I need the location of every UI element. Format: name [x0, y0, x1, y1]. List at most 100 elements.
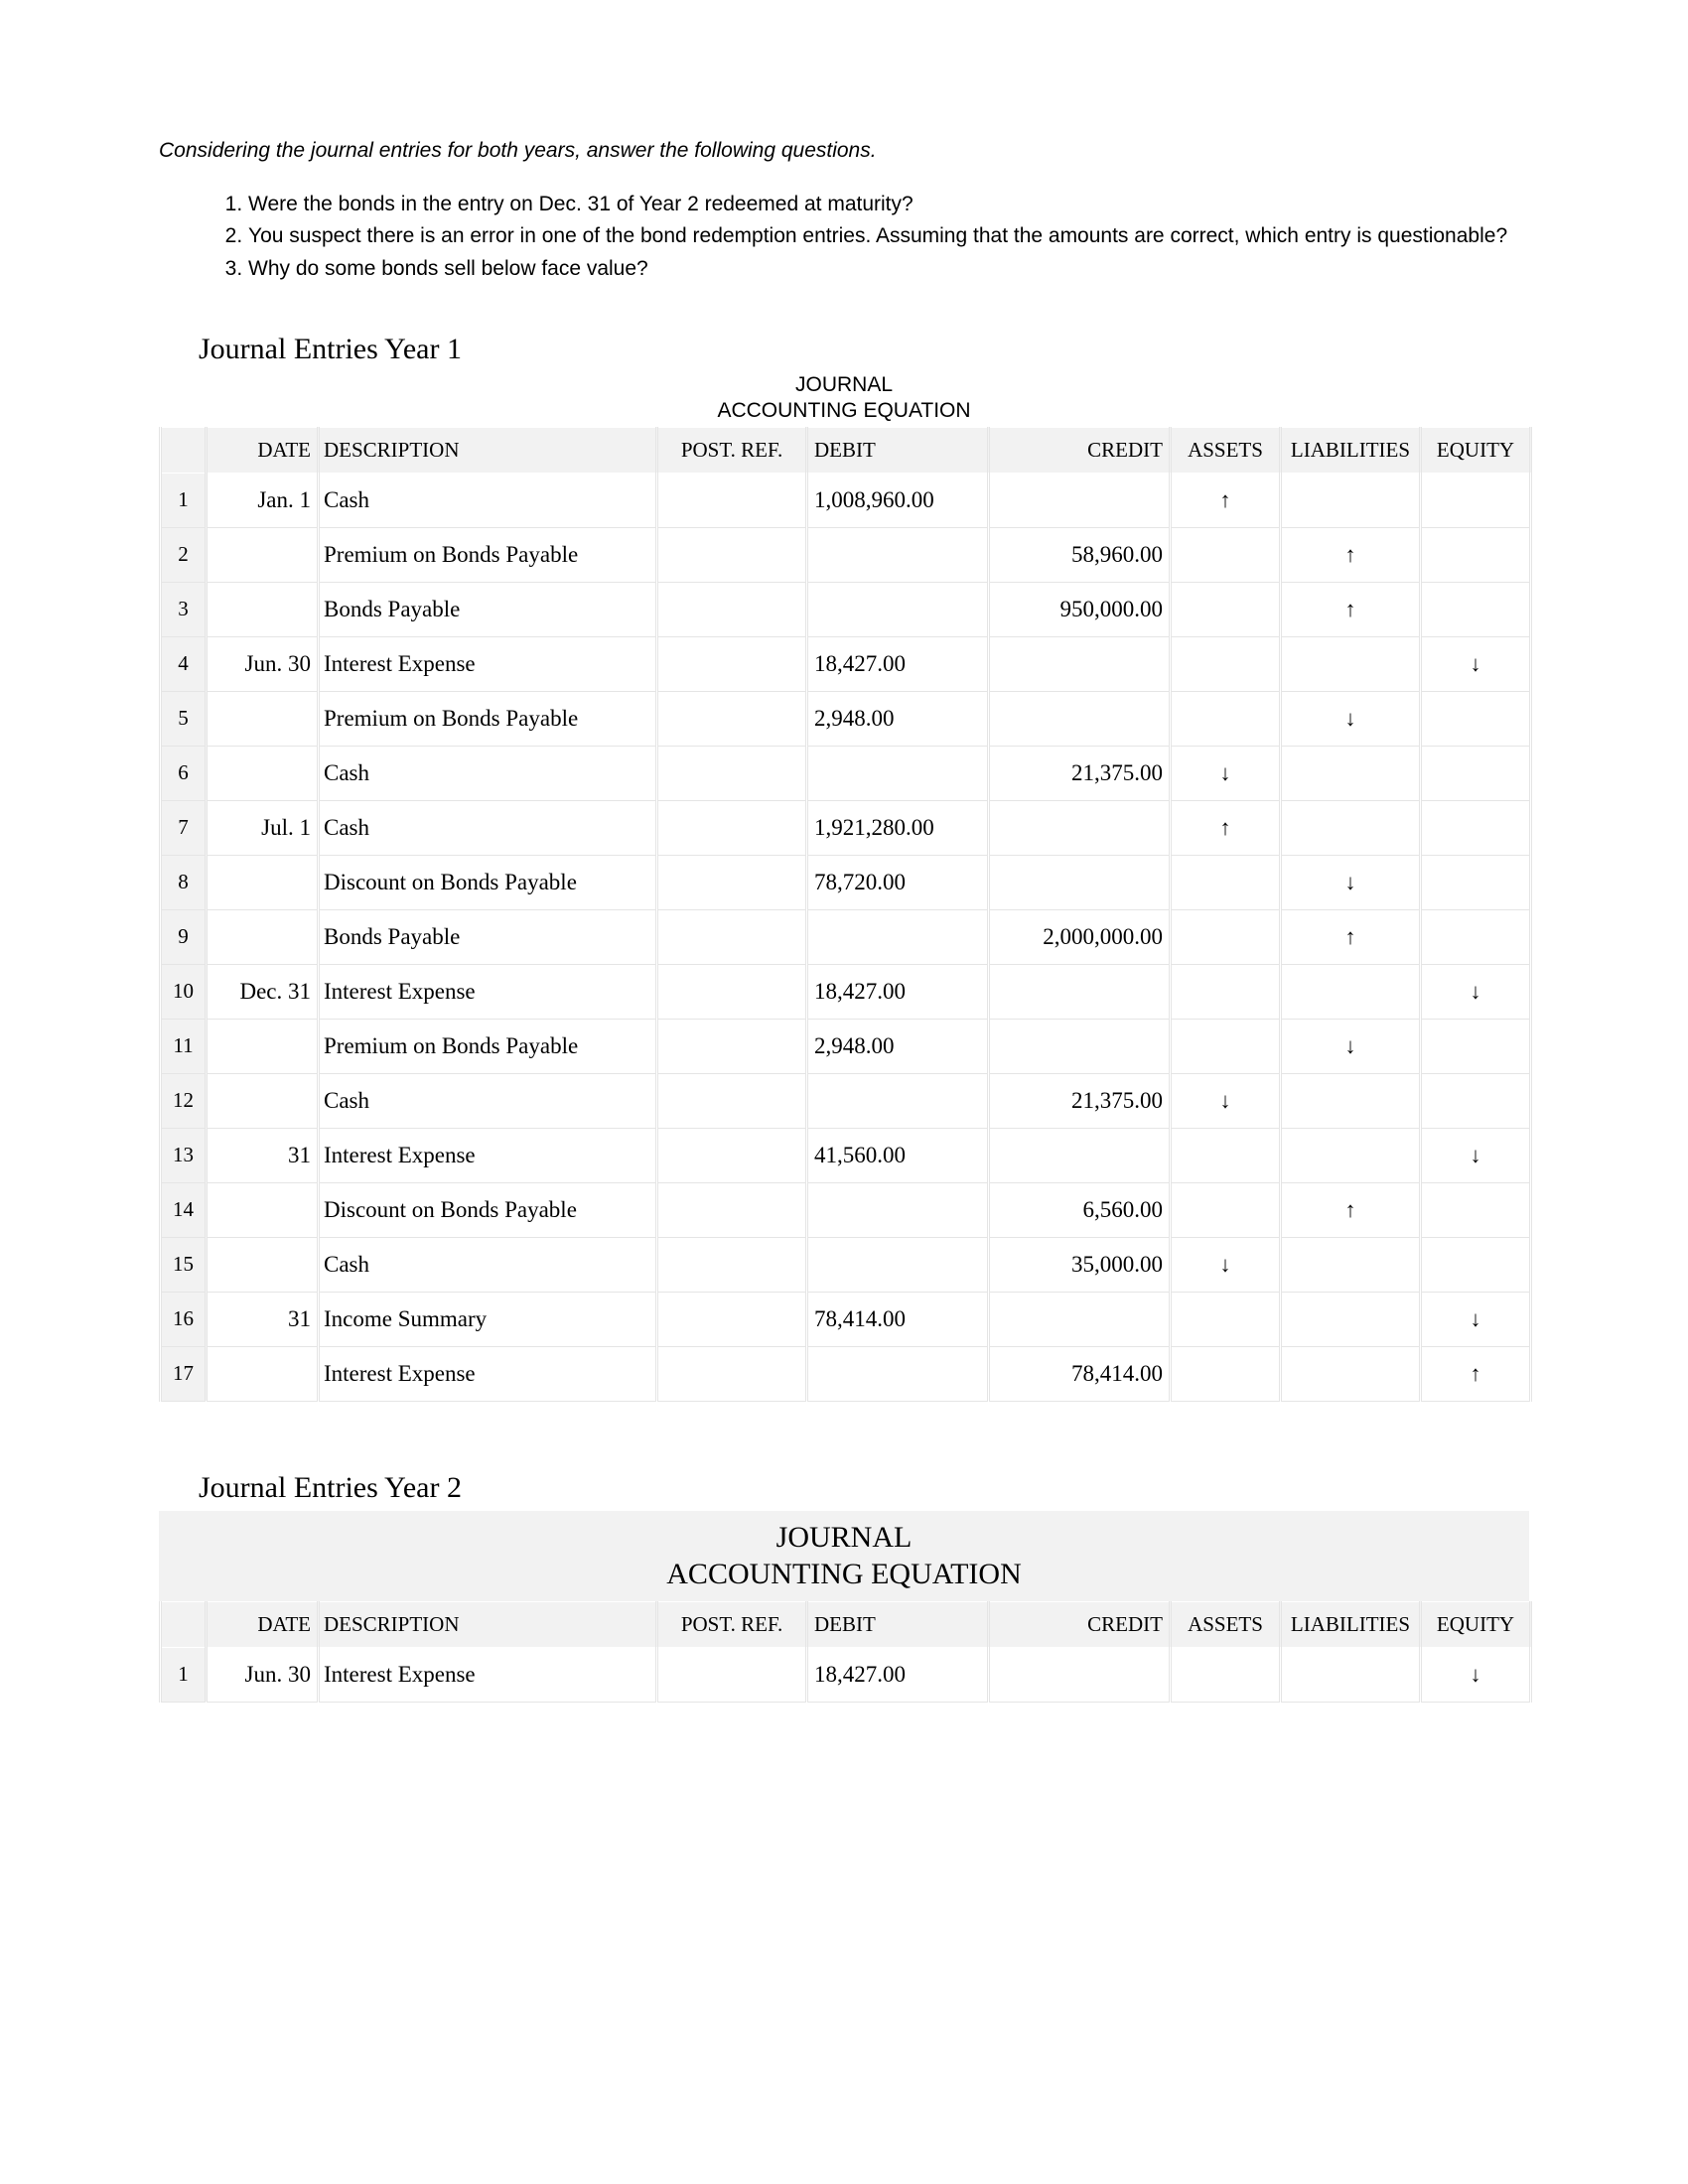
cell	[207, 1019, 319, 1073]
cell: 78,414.00	[807, 1292, 989, 1346]
table-header-row: DATE DESCRIPTION POST. REF. DEBIT CREDIT…	[161, 427, 1531, 473]
cell	[1281, 964, 1421, 1019]
cell: ↑	[1281, 527, 1421, 582]
cell: ↓	[1421, 636, 1531, 691]
cell	[1171, 909, 1281, 964]
cell: 4	[161, 636, 207, 691]
year1-journal-table: DATE DESCRIPTION POST. REF. DEBIT CREDIT…	[159, 427, 1532, 1402]
cell	[989, 1019, 1171, 1073]
cell: Bonds Payable	[319, 582, 657, 636]
col-num-header	[161, 1601, 207, 1647]
cell: Interest Expense	[319, 964, 657, 1019]
cell	[657, 1346, 807, 1401]
cell	[1421, 1073, 1531, 1128]
col-equity-header: EQUITY	[1421, 427, 1531, 473]
cell: ↑	[1421, 1346, 1531, 1401]
cell	[807, 527, 989, 582]
cell	[1421, 855, 1531, 909]
cell: ↓	[1281, 691, 1421, 746]
journal-label: JOURNAL	[776, 1521, 913, 1554]
cell	[657, 1292, 807, 1346]
cell: Jan. 1	[207, 473, 319, 527]
cell	[207, 1346, 319, 1401]
cell: ↓	[1421, 1292, 1531, 1346]
cell: ↓	[1421, 964, 1531, 1019]
cell	[807, 1182, 989, 1237]
cell	[657, 1237, 807, 1292]
cell	[1281, 746, 1421, 800]
cell	[1421, 1019, 1531, 1073]
year2-heading: Journal Entries Year 2	[199, 1471, 1529, 1505]
cell	[989, 855, 1171, 909]
cell: 21,375.00	[989, 1073, 1171, 1128]
cell: 31	[207, 1128, 319, 1182]
cell: 10	[161, 964, 207, 1019]
cell: Income Summary	[319, 1292, 657, 1346]
cell	[1421, 473, 1531, 527]
cell: Cash	[319, 746, 657, 800]
cell	[1171, 1346, 1281, 1401]
cell	[989, 691, 1171, 746]
cell	[657, 1019, 807, 1073]
cell	[657, 1182, 807, 1237]
accounting-equation-label: ACCOUNTING EQUATION	[666, 1558, 1021, 1590]
cell	[1171, 1182, 1281, 1237]
cell: 12	[161, 1073, 207, 1128]
cell: 1,008,960.00	[807, 473, 989, 527]
cell	[657, 1647, 807, 1702]
cell: ↑	[1171, 800, 1281, 855]
col-num-header	[161, 427, 207, 473]
cell: 1	[161, 473, 207, 527]
cell	[657, 964, 807, 1019]
cell	[1171, 691, 1281, 746]
cell	[807, 746, 989, 800]
cell	[1421, 800, 1531, 855]
cell	[1171, 964, 1281, 1019]
cell: Discount on Bonds Payable	[319, 855, 657, 909]
cell: ↓	[1171, 746, 1281, 800]
col-debit-header: DEBIT	[807, 1601, 989, 1647]
cell	[989, 636, 1171, 691]
cell: 1,921,280.00	[807, 800, 989, 855]
year1-heading: Journal Entries Year 1	[199, 333, 1529, 366]
table-row: 17Interest Expense78,414.00↑	[161, 1346, 1531, 1401]
cell: 14	[161, 1182, 207, 1237]
cell: Jun. 30	[207, 636, 319, 691]
col-desc-header: DESCRIPTION	[319, 1601, 657, 1647]
cell: 78,720.00	[807, 855, 989, 909]
cell: Cash	[319, 800, 657, 855]
cell	[807, 1237, 989, 1292]
cell	[1421, 691, 1531, 746]
table-row: 7Jul. 1Cash1,921,280.00↑	[161, 800, 1531, 855]
cell: Cash	[319, 1073, 657, 1128]
cell: Discount on Bonds Payable	[319, 1182, 657, 1237]
cell	[807, 582, 989, 636]
cell	[1421, 582, 1531, 636]
cell	[657, 909, 807, 964]
cell	[207, 855, 319, 909]
cell	[1281, 1292, 1421, 1346]
cell: 17	[161, 1346, 207, 1401]
cell: 7	[161, 800, 207, 855]
cell	[989, 473, 1171, 527]
question-item: Why do some bonds sell below face value?	[248, 255, 1529, 283]
table-row: 1Jan. 1Cash1,008,960.00↑	[161, 473, 1531, 527]
col-date-header: DATE	[207, 427, 319, 473]
cell	[1171, 636, 1281, 691]
cell	[989, 964, 1171, 1019]
cell	[1281, 1073, 1421, 1128]
cell: 3	[161, 582, 207, 636]
table-row: 9Bonds Payable2,000,000.00↑	[161, 909, 1531, 964]
cell: Bonds Payable	[319, 909, 657, 964]
cell	[1171, 1019, 1281, 1073]
cell: 2,948.00	[807, 691, 989, 746]
cell: 6,560.00	[989, 1182, 1171, 1237]
table-row: 6Cash21,375.00↓	[161, 746, 1531, 800]
cell: Premium on Bonds Payable	[319, 691, 657, 746]
cell: 8	[161, 855, 207, 909]
year1-journal-title: JOURNAL ACCOUNTING EQUATION	[159, 372, 1529, 425]
cell	[1171, 1128, 1281, 1182]
col-ref-header: POST. REF.	[657, 1601, 807, 1647]
cell	[989, 1647, 1171, 1702]
col-credit-header: CREDIT	[989, 1601, 1171, 1647]
